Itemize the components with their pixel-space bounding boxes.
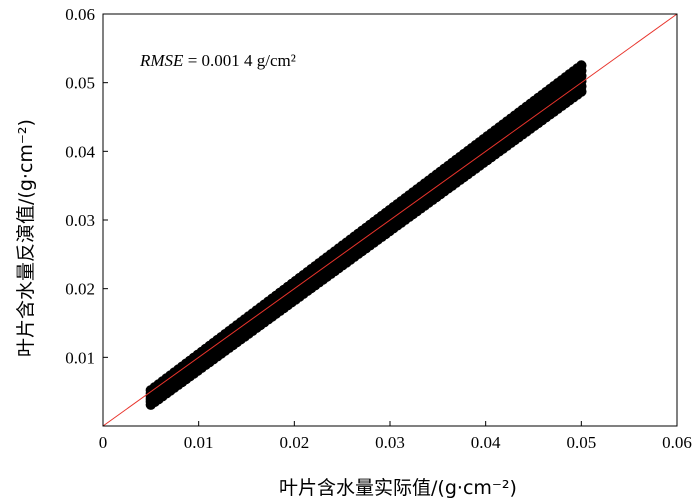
y-tick-label: 0.03	[65, 211, 95, 230]
x-axis-title: 叶片含水量实际值/(g·cm⁻²)	[279, 477, 517, 499]
reference-line	[102, 13, 678, 427]
y-axis-title: 叶片含水量反演值/(g·cm⁻²)	[15, 119, 37, 357]
x-tick-label: 0.03	[375, 433, 405, 452]
x-tick-label: 0.05	[566, 433, 596, 452]
y-tick-label: 0.01	[65, 348, 95, 367]
y-tick-label: 0.04	[65, 142, 95, 161]
x-tick-label: 0.06	[662, 433, 692, 452]
y-tick-label: 0.02	[65, 280, 95, 299]
x-tick-label: 0.02	[279, 433, 309, 452]
x-tick-label: 0.04	[471, 433, 501, 452]
plot-layer: 0 0.01 0.02 0.03 0.04 0.05 0.06 0.01 0.02 0.03 0.0…	[65, 5, 692, 452]
x-tick-label: 0	[99, 433, 108, 452]
data-point	[576, 60, 587, 71]
rmse-annotation: RMSE = 0.001 4 g/cm²	[139, 51, 296, 70]
rmse-annotation-label: RMSE	[139, 51, 184, 70]
y-tick-label: 0.06	[65, 5, 95, 24]
y-tick-label: 0.05	[65, 74, 95, 93]
rmse-annotation-value: = 0.001 4 g/cm²	[183, 51, 295, 70]
x-tick-label: 0.01	[184, 433, 214, 452]
